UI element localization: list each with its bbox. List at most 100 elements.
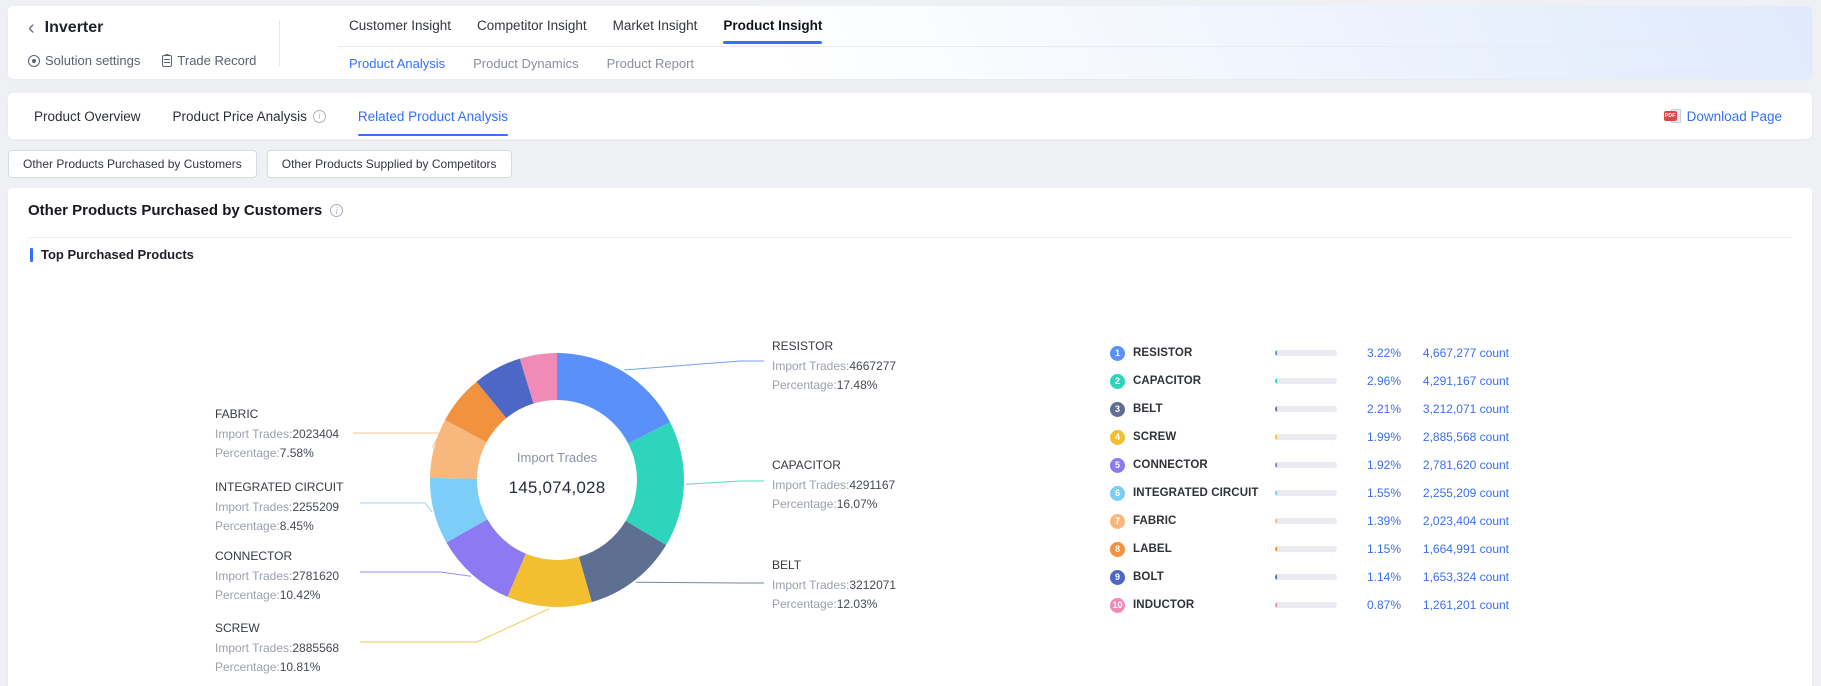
rank-progress-bar <box>1275 602 1337 608</box>
rank-count: 1,261,201 count <box>1417 598 1509 612</box>
callout-belt: BELTImport Trades:3212071Percentage:12.0… <box>772 556 896 614</box>
center-value: 145,074,028 <box>447 478 667 498</box>
callout-trades: Import Trades:2255209 <box>215 498 343 517</box>
callout-name: CAPACITOR <box>772 456 895 475</box>
rank-percentage: 1.55% <box>1351 486 1401 500</box>
rank-badge: 9 <box>1110 570 1125 585</box>
breadcrumb: ‹ Inverter <box>28 18 103 38</box>
rank-row-integrated-circuit[interactable]: 6INTEGRATED CIRCUIT1.55%2,255,209 count <box>1110 479 1509 507</box>
rank-row-screw[interactable]: 4SCREW1.99%2,885,568 count <box>1110 423 1509 451</box>
rank-product-name: FABRIC <box>1133 515 1275 527</box>
callout-name: INTEGRATED CIRCUIT <box>215 478 343 497</box>
rank-progress-bar <box>1275 518 1337 524</box>
callout-trades: Import Trades:4291167 <box>772 476 895 495</box>
rank-badge: 6 <box>1110 486 1125 501</box>
rank-percentage: 1.39% <box>1351 514 1401 528</box>
header-actions: Solution settings Trade Record <box>28 53 256 68</box>
subtab-product-analysis[interactable]: Product Analysis <box>349 56 445 71</box>
nav-item-product-overview[interactable]: Product Overview <box>34 93 141 139</box>
ranking-list: 1RESISTOR3.22%4,667,277 count2CAPACITOR2… <box>1110 339 1509 619</box>
rank-row-capacitor[interactable]: 2CAPACITOR2.96%4,291,167 count <box>1110 367 1509 395</box>
rank-product-name: INDUCTOR <box>1133 599 1275 611</box>
back-icon[interactable]: ‹ <box>28 18 35 38</box>
info-icon[interactable]: i <box>313 110 326 123</box>
rank-count: 2,023,404 count <box>1417 514 1509 528</box>
rank-row-label[interactable]: 8LABEL1.15%1,664,991 count <box>1110 535 1509 563</box>
rank-row-bolt[interactable]: 9BOLT1.14%1,653,324 count <box>1110 563 1509 591</box>
callout-trades: Import Trades:4667277 <box>772 357 896 376</box>
rank-percentage: 1.14% <box>1351 570 1401 584</box>
tabs-divider <box>338 46 1800 47</box>
secondary-nav: Product Overview Product Price Analysisi R… <box>8 93 1812 139</box>
rank-product-name: INTEGRATED CIRCUIT <box>1133 487 1275 499</box>
rank-row-connector[interactable]: 5CONNECTOR1.92%2,781,620 count <box>1110 451 1509 479</box>
rank-product-name: CAPACITOR <box>1133 375 1275 387</box>
panel-info-icon[interactable]: i <box>330 204 343 217</box>
rank-count: 1,664,991 count <box>1417 542 1509 556</box>
rank-badge: 10 <box>1110 598 1125 613</box>
leader-line-capacitor <box>686 481 764 484</box>
download-page-button[interactable]: PDF Download Page <box>1664 93 1782 139</box>
donut-segment-resistor[interactable] <box>557 353 670 444</box>
callout-capacitor: CAPACITORImport Trades:4291167Percentage… <box>772 456 895 514</box>
rank-percentage: 2.21% <box>1351 402 1401 416</box>
nav-item-product-price-analysis[interactable]: Product Price Analysisi <box>173 93 326 139</box>
trade-record-button[interactable]: Trade Record <box>162 53 256 68</box>
rank-progress-bar <box>1275 406 1337 412</box>
rank-count: 3,212,071 count <box>1417 402 1509 416</box>
rank-row-belt[interactable]: 3BELT2.21%3,212,071 count <box>1110 395 1509 423</box>
view-button-other-products-supplied-by-competitors[interactable]: Other Products Supplied by Competitors <box>267 150 512 178</box>
donut-center-label: Import Trades 145,074,028 <box>447 450 667 498</box>
callout-screw: SCREWImport Trades:2885568Percentage:10.… <box>215 619 339 677</box>
download-page-label: Download Page <box>1687 109 1782 124</box>
leader-line-resistor <box>624 361 764 370</box>
callout-trades: Import Trades:2781620 <box>215 567 339 586</box>
callout-name: BELT <box>772 556 896 575</box>
callout-trades: Import Trades:2885568 <box>215 639 339 658</box>
settings-icon <box>28 55 40 67</box>
tab-product-insight[interactable]: Product Insight <box>723 18 822 44</box>
rank-row-resistor[interactable]: 1RESISTOR3.22%4,667,277 count <box>1110 339 1509 367</box>
pdf-icon: PDF <box>1664 108 1681 124</box>
callout-percentage: Percentage:8.45% <box>215 517 343 536</box>
rank-percentage: 1.99% <box>1351 430 1401 444</box>
view-button-other-products-purchased-by-customers[interactable]: Other Products Purchased by Customers <box>8 150 257 178</box>
top-header: ‹ Inverter Solution settings Trade Record… <box>8 6 1812 79</box>
subtab-product-report[interactable]: Product Report <box>607 56 694 71</box>
leader-line-belt <box>636 582 764 583</box>
rank-badge: 8 <box>1110 542 1125 557</box>
callout-name: SCREW <box>215 619 339 638</box>
rank-row-inductor[interactable]: 10 INDUCTOR 0.87% 1,261,201 count <box>1110 591 1509 619</box>
page-title: Inverter <box>45 19 104 37</box>
rank-progress-bar <box>1275 434 1337 440</box>
rank-percentage: 0.87% <box>1351 598 1401 612</box>
callout-percentage: Percentage:10.81% <box>215 658 339 677</box>
callout-trades: Import Trades:3212071 <box>772 576 896 595</box>
panel-title: Other Products Purchased by Customers <box>28 202 322 219</box>
callout-percentage: Percentage:16.07% <box>772 495 895 514</box>
tab-competitor-insight[interactable]: Competitor Insight <box>477 18 587 44</box>
rank-row-fabric[interactable]: 7FABRIC1.39%2,023,404 count <box>1110 507 1509 535</box>
rank-count: 4,291,167 count <box>1417 374 1509 388</box>
solution-settings-button[interactable]: Solution settings <box>28 53 140 68</box>
leader-line-fabric <box>353 433 440 448</box>
callout-name: FABRIC <box>215 405 339 424</box>
action-label: Trade Record <box>177 53 256 68</box>
callout-resistor: RESISTORImport Trades:4667277Percentage:… <box>772 337 896 395</box>
leader-line-connector <box>360 572 471 576</box>
subtab-product-dynamics[interactable]: Product Dynamics <box>473 56 578 71</box>
panel-divider <box>28 237 1792 238</box>
rank-product-name: LABEL <box>1133 543 1275 555</box>
rank-product-name: RESISTOR <box>1133 347 1275 359</box>
rank-progress-bar <box>1275 350 1337 356</box>
rank-percentage: 1.92% <box>1351 458 1401 472</box>
rank-count: 2,885,568 count <box>1417 430 1509 444</box>
rank-count: 1,653,324 count <box>1417 570 1509 584</box>
tab-customer-insight[interactable]: Customer Insight <box>349 18 451 44</box>
nav-item-related-product-analysis[interactable]: Related Product Analysis <box>358 93 508 139</box>
rank-badge: 5 <box>1110 458 1125 473</box>
callout-percentage: Percentage:7.58% <box>215 444 339 463</box>
tab-market-insight[interactable]: Market Insight <box>613 18 698 44</box>
rank-progress-bar <box>1275 546 1337 552</box>
callout-name: RESISTOR <box>772 337 896 356</box>
